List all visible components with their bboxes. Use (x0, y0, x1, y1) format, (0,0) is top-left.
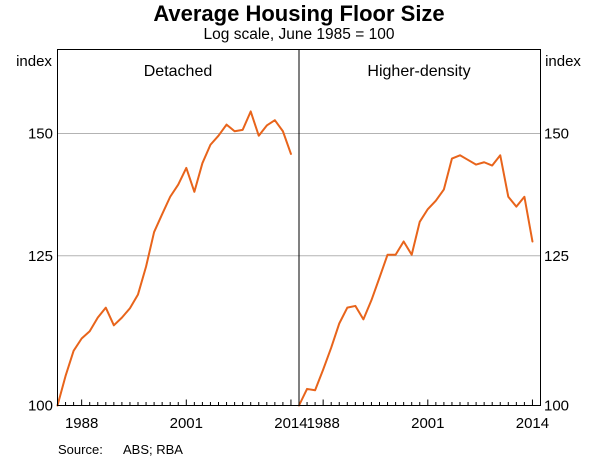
labels: index index Detached Higher-density 100 1… (16, 53, 581, 432)
y-tick-label-right-150: 150 (544, 125, 569, 142)
plot-frame (57, 49, 541, 406)
panel-title-detached: Detached (144, 63, 213, 80)
panel-title-higher-density: Higher-density (367, 63, 470, 80)
y-axis-unit-right: index (545, 53, 581, 70)
series-lines (56, 110, 534, 407)
x-ticks (65, 399, 533, 406)
chart-subtitle: Log scale, June 1985 = 100 (203, 26, 395, 43)
y-tick-label-right-125: 125 (544, 248, 569, 265)
source-label: Source: (58, 442, 103, 457)
x-tick-label-p2-1988: 1988 (306, 415, 339, 432)
x-tick-label-p2-2014: 2014 (516, 415, 549, 432)
x-tick-label-p1-1988: 1988 (65, 415, 98, 432)
x-tick-label-p2-2001: 2001 (411, 415, 444, 432)
y-tick-label-left-125: 125 (28, 248, 53, 265)
y-tick-label-left-150: 150 (28, 125, 53, 142)
series-line-higher-density (298, 154, 534, 407)
y-tick-label-right-100: 100 (544, 398, 569, 415)
series-line-detached (56, 110, 292, 407)
y-tick-label-left-100: 100 (28, 398, 53, 415)
y-axis-unit-left: index (16, 53, 52, 70)
x-tick-label-p1-2014: 2014 (274, 415, 307, 432)
x-tick-label-p1-2001: 2001 (170, 415, 203, 432)
chart-title: Average Housing Floor Size (153, 1, 445, 26)
source-text: ABS; RBA (123, 442, 183, 457)
